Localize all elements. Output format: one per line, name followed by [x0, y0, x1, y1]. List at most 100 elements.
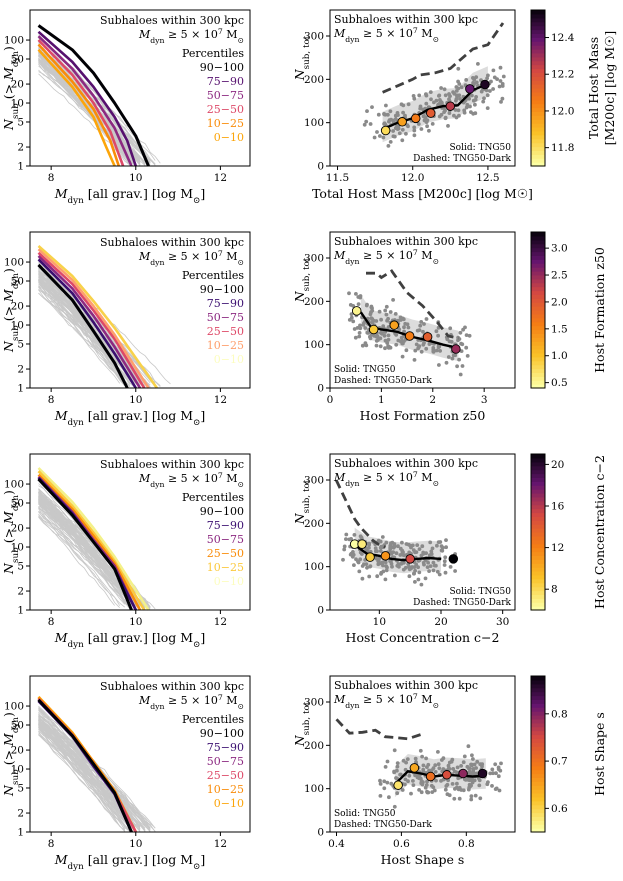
host-point	[369, 316, 374, 321]
host-point	[388, 140, 393, 144]
host-point	[417, 93, 422, 98]
host-curve	[38, 274, 146, 384]
host-point	[458, 97, 462, 101]
host-point	[471, 111, 476, 116]
host-point	[411, 783, 416, 787]
host-point	[474, 95, 478, 99]
host-point	[397, 131, 402, 136]
percentiles-title: Percentiles	[182, 713, 244, 726]
host-point	[412, 125, 417, 130]
percentile-label: 75−90	[207, 741, 244, 754]
host-point	[474, 80, 479, 85]
host-point	[415, 543, 420, 547]
colorbar-segment	[531, 785, 545, 790]
host-point	[354, 292, 358, 296]
percentile-curve-90−100	[37, 478, 133, 611]
host-point	[434, 778, 438, 783]
percentile-curve-90−100	[37, 698, 133, 833]
colorbar-segment	[531, 485, 545, 490]
x-tick-label: 12.0	[401, 172, 424, 184]
host-point	[431, 766, 436, 771]
colorbar-segment	[531, 317, 545, 323]
host-curve	[38, 516, 131, 608]
colorbar-segment	[531, 88, 545, 93]
host-point	[375, 130, 379, 134]
host-point	[351, 552, 356, 557]
host-point	[440, 548, 445, 553]
host-curve	[38, 285, 136, 385]
x-axis-label: Host Shape s	[381, 852, 465, 867]
host-curve	[38, 734, 126, 833]
host-point	[379, 317, 383, 322]
x-tick-label: 11.5	[326, 172, 349, 184]
y-tick-label: 200	[304, 518, 324, 530]
host-point	[419, 320, 424, 324]
host-point	[378, 344, 383, 349]
host-point	[482, 96, 486, 101]
host-point	[465, 354, 470, 358]
host-point	[392, 543, 397, 548]
plot-frame	[29, 453, 251, 611]
host-point	[352, 533, 357, 537]
host-point	[383, 577, 388, 582]
host-point	[462, 754, 467, 759]
host-point	[360, 576, 365, 581]
host-point	[454, 93, 459, 98]
host-point	[498, 79, 503, 83]
host-point	[400, 127, 405, 132]
colorbar-segment	[531, 707, 545, 712]
y-axis-label: Nsub, tot	[292, 701, 312, 747]
host-point	[455, 364, 459, 369]
colorbar-segment	[531, 454, 545, 459]
y-tick-label: 300	[304, 475, 324, 487]
host-point	[456, 108, 461, 113]
host-point	[347, 291, 351, 296]
colorbar-segment	[531, 115, 545, 120]
host-point	[407, 567, 412, 572]
dark-median-line	[334, 479, 386, 549]
host-point	[397, 564, 401, 569]
host-point	[392, 134, 397, 139]
colorbar-segment	[531, 512, 545, 517]
host-point	[467, 778, 472, 783]
subhalo-title: Subhaloes within 300 kpc	[334, 13, 478, 26]
host-point	[416, 565, 420, 570]
subhalo-title: Subhaloes within 300 kpc	[100, 458, 244, 471]
host-point	[468, 104, 472, 109]
host-point	[374, 334, 379, 339]
host-point	[436, 333, 440, 338]
host-point	[413, 550, 417, 555]
x-axis-label: Mdyn [all grav.] [log M⊙]	[54, 186, 206, 206]
percentile-curve-75−90	[37, 30, 138, 167]
y-tick-label: 2	[17, 808, 24, 820]
y-axis-label: Nsub, tot	[292, 479, 312, 525]
host-point	[470, 753, 474, 758]
host-point	[500, 84, 505, 88]
colorbar-segment	[531, 567, 545, 572]
colorbar-segment	[531, 349, 545, 354]
host-curve	[38, 288, 126, 385]
colorbar-segment	[531, 551, 545, 556]
host-point	[470, 763, 474, 768]
colorbar-segment	[531, 368, 545, 373]
percentile-label: 25−50	[207, 769, 244, 782]
host-point	[442, 559, 447, 564]
colorbar-segment	[531, 679, 545, 685]
host-point	[443, 555, 448, 560]
host-point	[370, 105, 374, 109]
host-point	[464, 333, 469, 337]
host-point	[460, 342, 465, 347]
colorbar-segment	[531, 824, 545, 829]
host-point	[440, 758, 444, 762]
colorbar-tick-label: 2.0	[551, 296, 568, 308]
colorbar-segment	[531, 10, 545, 15]
colorbar-segment	[531, 13, 545, 19]
host-point	[404, 760, 408, 765]
host-point	[396, 544, 400, 549]
mass-cut-label: Mdyn ≥ 5 × 107 M⊙	[138, 249, 244, 267]
colorbar-segment	[531, 504, 545, 510]
host-point	[431, 568, 436, 573]
colorbar-segment	[531, 127, 545, 132]
colorbar-segment	[531, 543, 545, 549]
host-point	[344, 537, 348, 541]
